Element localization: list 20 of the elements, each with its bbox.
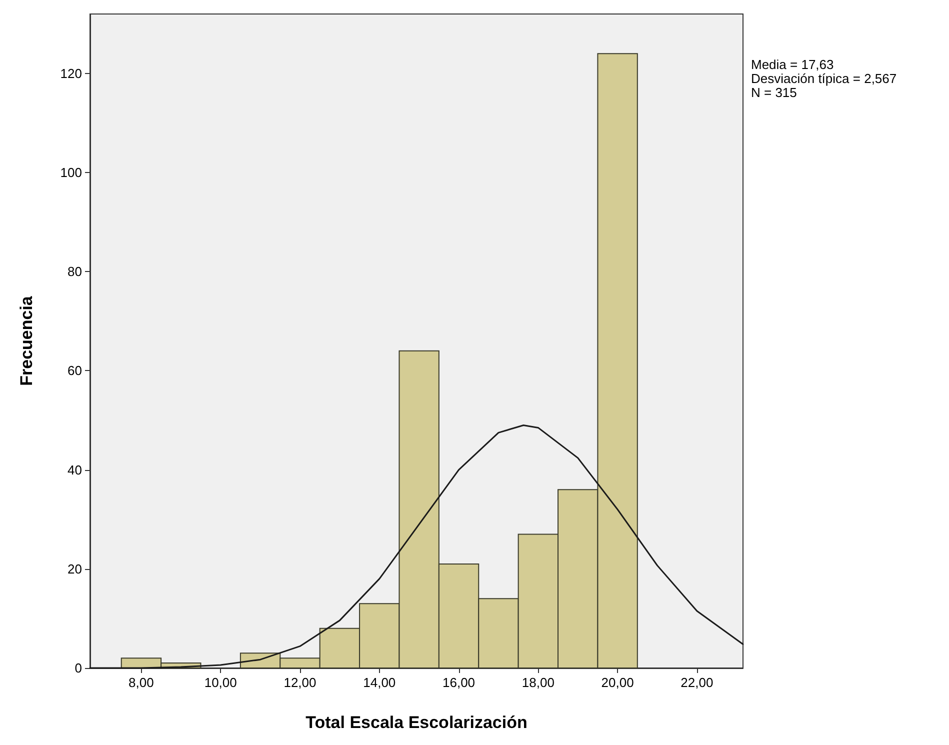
text: Media = 17,63 bbox=[751, 57, 834, 72]
y-tick-label: 80 bbox=[68, 264, 82, 280]
y-tick-label: 60 bbox=[68, 363, 82, 378]
x-tick-label: 10,00 bbox=[204, 675, 237, 690]
y-tick-label: 0 bbox=[74, 660, 82, 676]
text: N = 315 bbox=[751, 85, 797, 100]
y-tick-label: 20 bbox=[68, 561, 82, 576]
x-tick-label: 14,00 bbox=[363, 675, 396, 690]
y-tick-label: 100 bbox=[60, 165, 82, 180]
x-tick-label: 22,00 bbox=[680, 675, 714, 690]
text: Desviación típica = 2,567 bbox=[751, 71, 897, 86]
x-tick-label: 8,00 bbox=[128, 675, 154, 690]
x-tick-label: 12,00 bbox=[284, 675, 316, 690]
y-axis-title: Frecuencia bbox=[17, 296, 36, 386]
x-tick-label: 16,00 bbox=[442, 675, 476, 690]
x-tick-label: 18,00 bbox=[522, 675, 554, 690]
y-tick-label: 40 bbox=[68, 462, 82, 478]
x-axis-title: Total Escala Escolarización bbox=[306, 713, 528, 732]
x-tick-label: 20,00 bbox=[601, 675, 634, 690]
y-tick-label: 120 bbox=[60, 66, 82, 81]
